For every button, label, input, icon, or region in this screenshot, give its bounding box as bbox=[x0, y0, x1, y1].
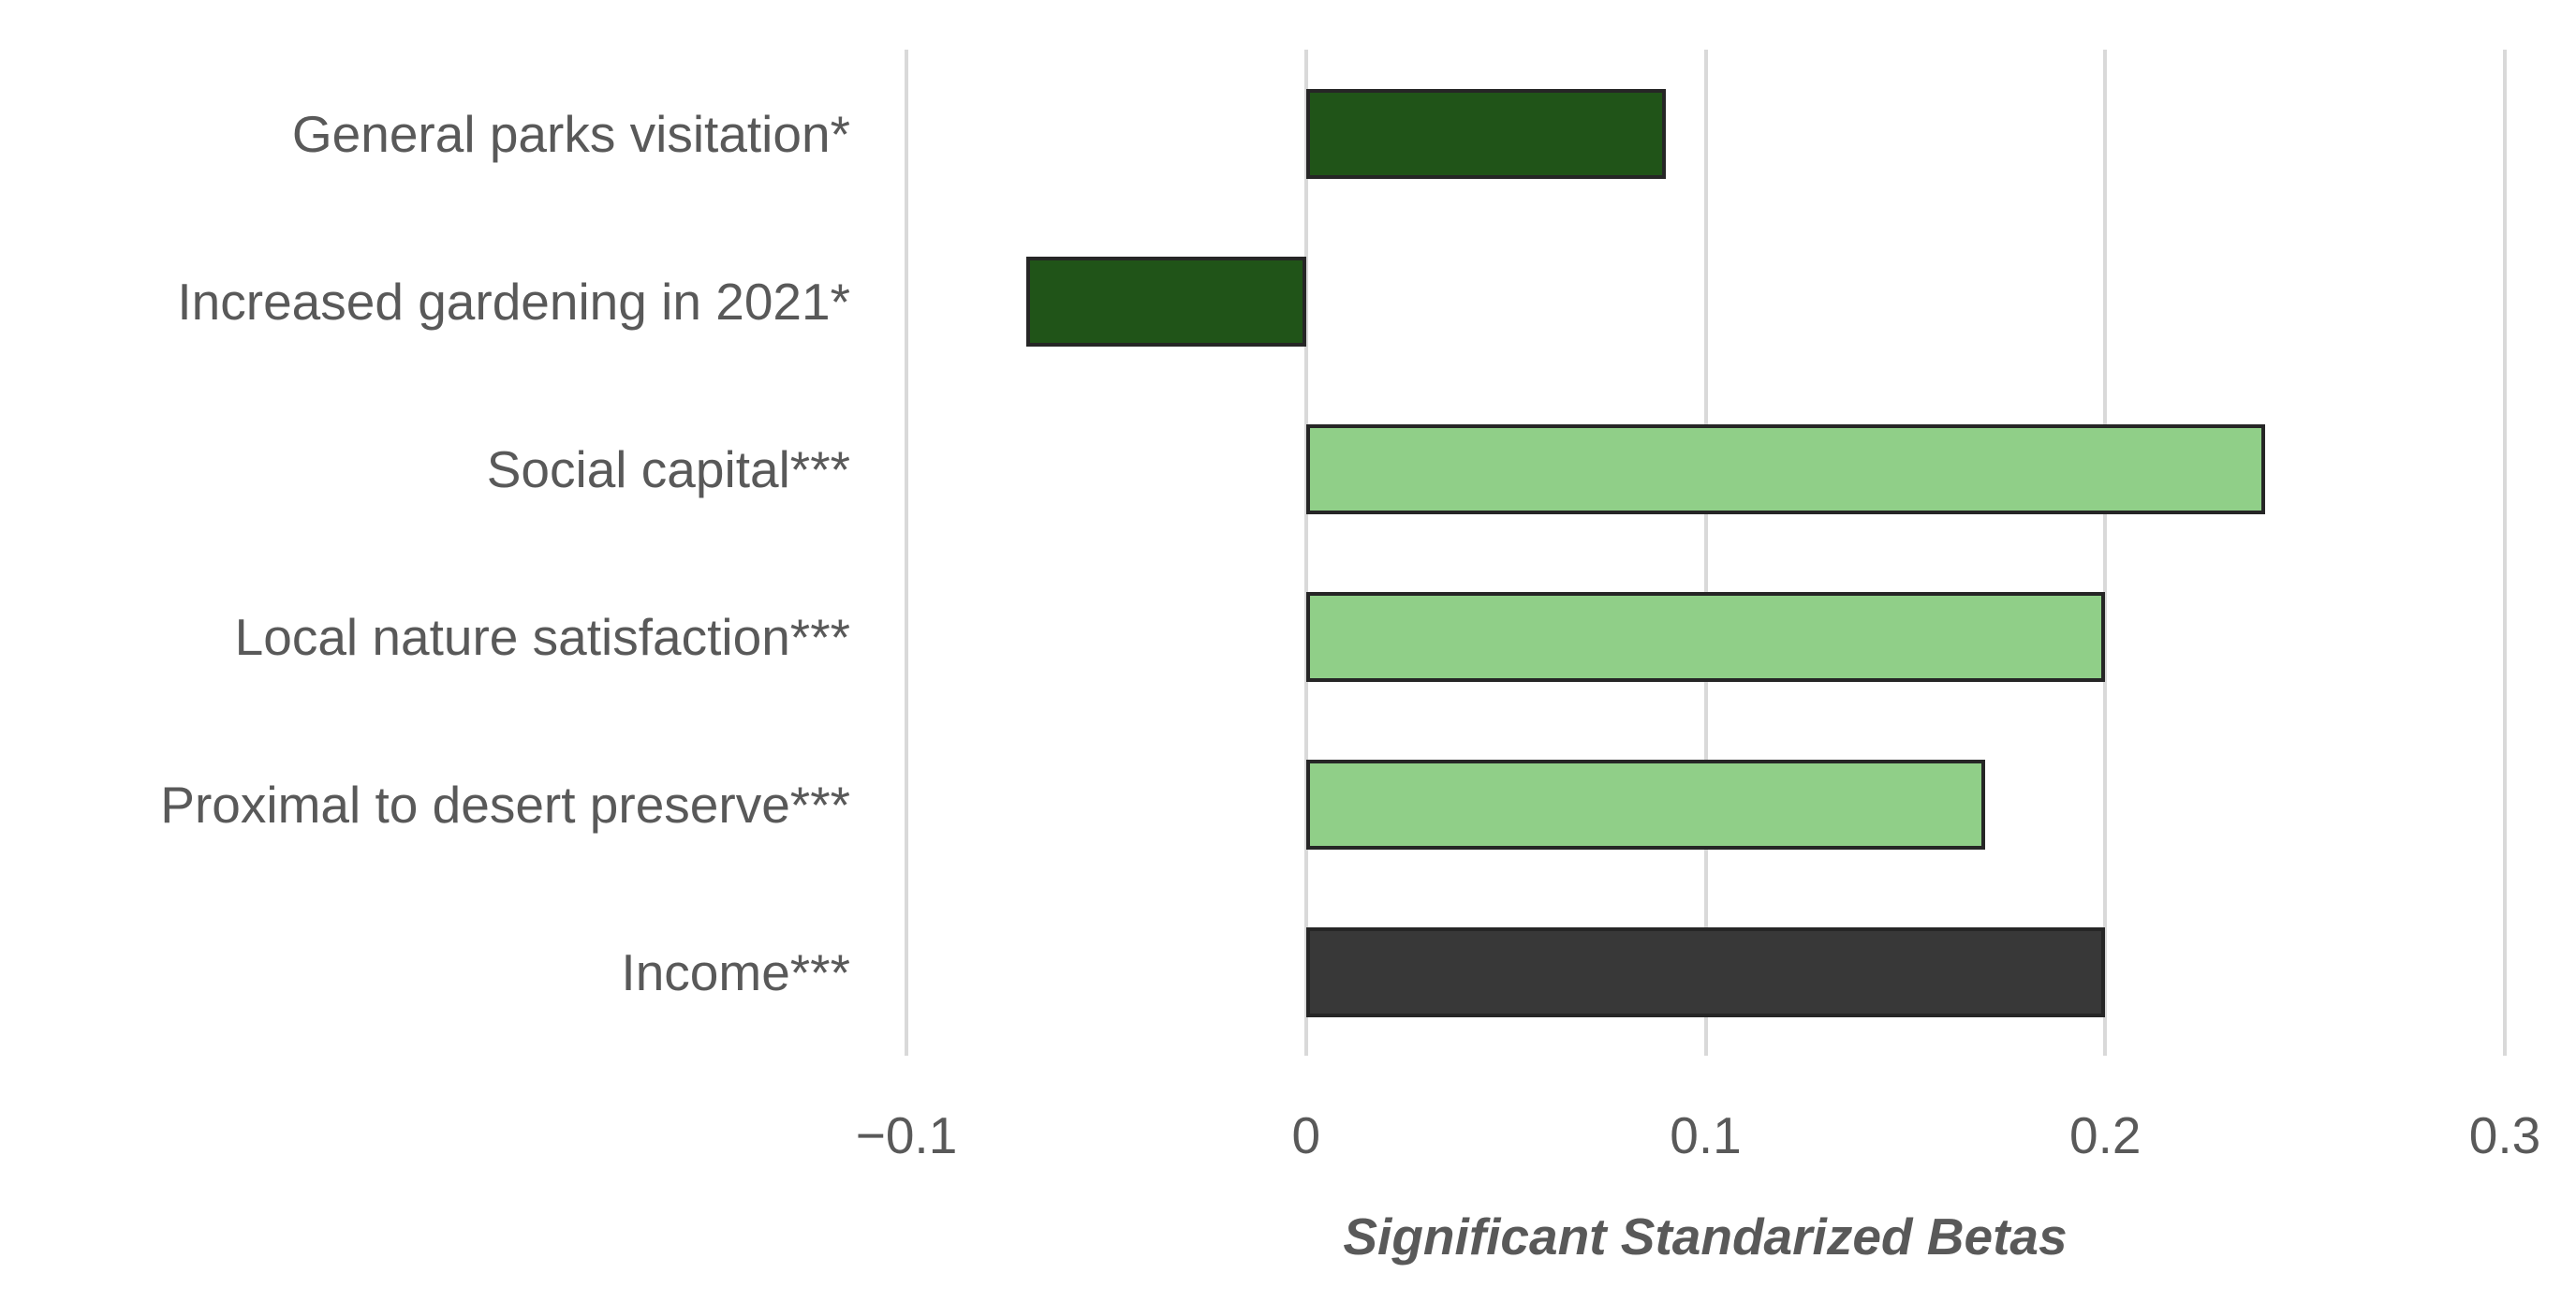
x-tick-label: 0.3 bbox=[2468, 1106, 2541, 1164]
category-label: Increased gardening in 2021* bbox=[177, 272, 850, 331]
x-tick-label: 0.1 bbox=[1670, 1106, 1742, 1164]
gridline bbox=[905, 50, 908, 1056]
gridline bbox=[1703, 50, 1708, 1056]
category-label: Proximal to desert preserve*** bbox=[160, 775, 850, 834]
chart-bar bbox=[1305, 759, 1986, 850]
x-tick-label: 0 bbox=[1291, 1106, 1321, 1164]
x-tick-label: 0.2 bbox=[2069, 1106, 2142, 1164]
category-label: Local nature satisfaction*** bbox=[234, 607, 850, 666]
chart-bar bbox=[1305, 423, 2265, 514]
chart-bar bbox=[1026, 256, 1306, 347]
category-label: General parks visitation* bbox=[291, 104, 850, 163]
category-label: Income*** bbox=[621, 942, 850, 1001]
chart-bar bbox=[1305, 591, 2106, 682]
category-label: Social capital*** bbox=[486, 439, 850, 498]
chart-bar bbox=[1305, 926, 2106, 1017]
gridline bbox=[2103, 50, 2108, 1056]
gridline bbox=[2503, 50, 2507, 1056]
gridline bbox=[1303, 50, 1308, 1056]
x-tick-label: −0.1 bbox=[855, 1106, 958, 1164]
x-axis-title: Significant Standarized Betas bbox=[1343, 1207, 2068, 1266]
chart-bar bbox=[1305, 88, 1666, 179]
